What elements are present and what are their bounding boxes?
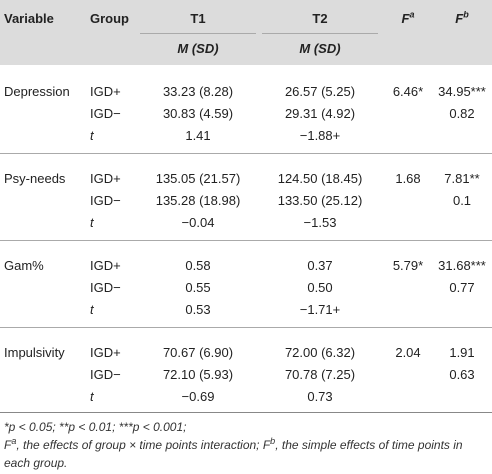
cell-t2: −1.53 [303,215,337,230]
cell-group: t [90,389,94,404]
cell-group: IGD− [90,367,121,382]
header-fb: Fb [455,9,469,26]
header-variable: Variable [4,11,54,26]
section-divider [0,327,492,328]
cell-fa: 1.68 [395,171,421,186]
cell-group: IGD− [90,106,121,121]
footnote-definitions: Fa, the effects of group × time points i… [4,436,463,453]
cell-t1: 135.05 (21.57) [155,171,241,186]
cell-t2: −1.88+ [299,128,341,143]
cell-fb: 34.95*** [438,84,486,99]
cell-group: t [90,302,94,317]
section-variable: Depression [4,84,70,99]
cell-t1: 0.53 [185,302,211,317]
header-t2-msd: M (SD) [299,41,341,56]
cell-t2: −1.71+ [299,302,341,317]
cell-t2: 0.37 [307,258,333,273]
cell-fb: 31.68*** [438,258,486,273]
header-t1-underline [140,33,256,34]
cell-group: IGD+ [90,345,121,360]
cell-t2: 133.50 (25.12) [277,193,363,208]
cell-t2: 72.00 (6.32) [284,345,356,360]
cell-t1: −0.69 [181,389,215,404]
cell-t2: 0.50 [307,280,333,295]
section-variable: Impulsivity [4,345,65,360]
section-divider [0,240,492,241]
cell-t1: −0.04 [181,215,215,230]
header-t2: T2 [312,11,328,26]
section-divider [0,153,492,154]
cell-t1: 33.23 (8.28) [162,84,234,99]
cell-group: IGD+ [90,171,121,186]
cell-group: IGD+ [90,258,121,273]
header-fa: Fa [401,9,415,26]
cell-fa: 2.04 [395,345,421,360]
cell-fb: 7.81** [444,171,480,186]
header-t1-msd: M (SD) [177,41,219,56]
header-t1: T1 [190,11,206,26]
section-variable: Psy-needs [4,171,66,186]
cell-t1: 135.28 (18.98) [155,193,241,208]
cell-group: IGD− [90,193,121,208]
header-t2-underline [262,33,378,34]
cell-t1: 0.55 [185,280,211,295]
cell-fa: 5.79* [392,258,424,273]
cell-fb: 1.91 [449,345,475,360]
table-bottom-rule [0,412,492,413]
cell-t2: 124.50 (18.45) [277,171,363,186]
cell-fa: 6.46* [392,84,424,99]
cell-t2: 0.73 [307,389,333,404]
cell-t2: 26.57 (5.25) [284,84,356,99]
cell-group: t [90,215,94,230]
cell-t1: 1.41 [185,128,211,143]
cell-group: IGD− [90,280,121,295]
cell-t1: 72.10 (5.93) [162,367,234,382]
cell-fb: 0.63 [449,367,475,382]
cell-t1: 70.67 (6.90) [162,345,234,360]
cell-t1: 0.58 [185,258,211,273]
cell-t2: 29.31 (4.92) [284,106,356,121]
cell-group: t [90,128,94,143]
footnote-continuation: each group. [4,456,68,470]
cell-fb: 0.77 [449,280,475,295]
section-variable: Gam% [4,258,44,273]
cell-fb: 0.1 [452,193,472,208]
cell-t1: 30.83 (4.59) [162,106,234,121]
cell-group: IGD+ [90,84,121,99]
header-group: Group [90,11,129,26]
table-header-background [0,0,492,65]
footnote-significance: *p < 0.05; **p < 0.01; ***p < 0.001; [4,420,187,434]
cell-t2: 70.78 (7.25) [284,367,356,382]
cell-fb: 0.82 [449,106,475,121]
